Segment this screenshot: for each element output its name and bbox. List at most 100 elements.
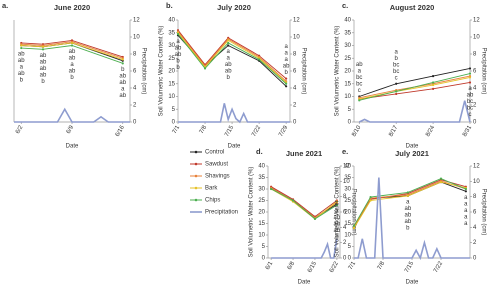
- x-axis-label: Date: [298, 280, 311, 286]
- y-tick-label: 20: [344, 210, 351, 216]
- significance-letter: bc: [467, 99, 473, 105]
- y2-axis-label: Precipitation (cm): [480, 189, 486, 236]
- series-line: [359, 82, 471, 100]
- series-line: [270, 188, 338, 220]
- significance-letter: b: [227, 75, 231, 81]
- significance-letter: a: [176, 39, 180, 45]
- precipitation-line: [358, 100, 471, 123]
- y2-tick-label: 12: [473, 164, 480, 170]
- x-tick-label: 8/17: [388, 124, 399, 138]
- legend-marker: [194, 174, 198, 178]
- point: [395, 82, 398, 85]
- y2-tick-label: 0: [473, 120, 477, 126]
- x-tick-label: 6/1: [265, 260, 275, 271]
- significance-letter: ab: [334, 228, 341, 234]
- y-tick-label: 5: [262, 244, 266, 250]
- x-tick-label: 7/1: [172, 124, 182, 135]
- significance-letter: ab: [225, 62, 232, 68]
- legend-label: Shavings: [205, 174, 230, 180]
- y2-tick-label: 0: [133, 120, 137, 126]
- panel-title: August 2020: [390, 3, 435, 12]
- panel-label: b.: [166, 1, 173, 10]
- y2-tick-label: 4: [473, 225, 477, 231]
- y2-tick-label: 8: [343, 194, 347, 200]
- y-tick-label: 15: [344, 81, 351, 87]
- series-line: [359, 68, 471, 97]
- significance-letter: ab: [18, 71, 25, 77]
- point: [285, 85, 288, 88]
- significance-letter: a: [464, 208, 468, 214]
- x-tick-label: 8/10: [351, 124, 362, 138]
- point: [468, 72, 472, 75]
- significance-letter: b: [176, 65, 180, 71]
- significance-letter: a: [227, 49, 231, 55]
- x-axis-label: Date: [66, 144, 79, 150]
- y-tick-label: 15: [258, 221, 265, 227]
- series-line: [270, 186, 338, 218]
- legend-marker: [194, 150, 198, 154]
- legend-label: Chips: [205, 198, 220, 204]
- point: [395, 90, 398, 93]
- point: [227, 39, 230, 42]
- point: [369, 199, 372, 202]
- significance-letter: b: [176, 58, 180, 64]
- panel-label: e.: [342, 147, 348, 156]
- significance-letter: bc: [356, 82, 362, 88]
- y-tick-label: 40: [344, 18, 351, 24]
- point: [176, 32, 180, 36]
- point: [439, 181, 443, 184]
- point: [468, 81, 472, 84]
- y2-tick-label: 0: [343, 256, 347, 262]
- y2-tick-label: 6: [473, 210, 477, 216]
- panel-label: d.: [256, 147, 263, 156]
- x-tick-label: 7/22: [433, 260, 444, 274]
- y-tick-label: 25: [168, 56, 175, 62]
- y2-tick-label: 0: [473, 256, 477, 262]
- panel-title: June 2020: [54, 3, 90, 12]
- x-tick-label: 6/16: [115, 124, 126, 138]
- significance-letter: ab: [405, 212, 412, 218]
- x-axis-label: Date: [406, 280, 419, 286]
- point: [464, 187, 467, 191]
- point: [431, 83, 435, 87]
- legend-marker: [194, 186, 198, 190]
- point: [468, 76, 472, 79]
- point: [227, 41, 230, 45]
- x-tick-label: 7/1: [348, 260, 358, 271]
- y-tick-label: 10: [344, 233, 351, 239]
- point: [406, 191, 409, 194]
- y2-tick-label: 6: [133, 69, 137, 75]
- y-tick-label: 0: [348, 256, 352, 262]
- y-tick-label: 35: [258, 175, 265, 181]
- significance-letter: a: [227, 56, 231, 62]
- significance-letter: bc: [356, 75, 362, 81]
- y-tick-label: 35: [344, 30, 351, 36]
- y-tick-label: 15: [168, 81, 175, 87]
- y2-tick-label: 2: [473, 240, 477, 246]
- significance-letter: b: [335, 235, 339, 241]
- significance-letter: ab: [356, 62, 363, 68]
- y2-axis-label: Precipitation (cm): [480, 48, 486, 95]
- significance-letter: b: [121, 67, 125, 73]
- point: [431, 81, 435, 84]
- significance-letter: b: [395, 56, 399, 62]
- significance-letter: b: [20, 78, 24, 84]
- series-line: [21, 42, 123, 60]
- point: [352, 224, 356, 227]
- point: [41, 48, 45, 51]
- significance-letter: b: [41, 79, 45, 85]
- legend-label: Sawdust: [205, 162, 228, 168]
- y-tick-label: 15: [344, 221, 351, 227]
- significance-letter: a: [20, 65, 24, 71]
- y-tick-label: 30: [258, 187, 265, 193]
- legend-label: Precipitation: [205, 210, 238, 216]
- significance-letter: ab: [334, 215, 341, 221]
- point: [291, 199, 295, 202]
- x-tick-label: 7/22: [251, 124, 262, 138]
- y2-tick-label: 12: [473, 18, 480, 24]
- significance-letter: bc: [467, 106, 473, 112]
- point: [335, 204, 338, 207]
- significance-letter: c: [358, 88, 361, 94]
- significance-letter: a: [468, 86, 472, 92]
